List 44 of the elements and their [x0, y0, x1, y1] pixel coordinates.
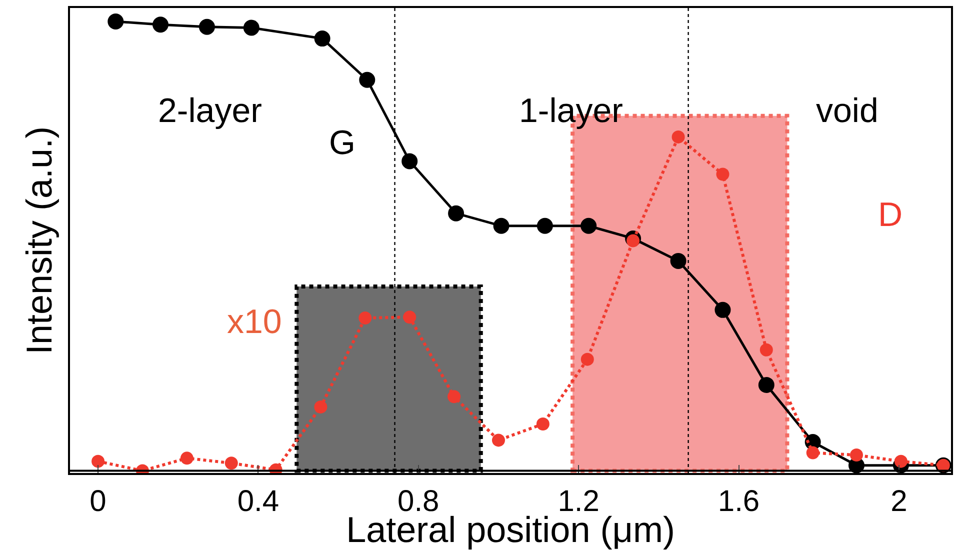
y-axis-title: Intensity (a.u.) — [18, 126, 60, 355]
point — [850, 448, 863, 462]
point — [243, 20, 260, 36]
point — [492, 434, 505, 447]
point — [716, 168, 730, 181]
point — [758, 376, 774, 393]
point — [180, 452, 194, 465]
point — [672, 130, 685, 144]
point — [314, 400, 328, 414]
point — [92, 454, 105, 468]
x-tick-label: 0 — [90, 485, 106, 518]
point — [224, 456, 238, 470]
point — [714, 302, 731, 318]
point — [760, 343, 773, 356]
annotation: G — [329, 124, 356, 162]
annotation: D — [878, 196, 903, 234]
point — [198, 18, 215, 35]
point — [806, 446, 820, 460]
point — [670, 252, 686, 269]
point — [894, 454, 908, 468]
x-tick-label: 0.8 — [398, 485, 440, 518]
point — [448, 390, 461, 404]
annotation: void — [816, 92, 878, 130]
x-tick-label: 1.6 — [718, 485, 760, 518]
annotation: 1-layer — [519, 92, 623, 130]
x-tick-label: 2 — [890, 485, 908, 518]
point — [402, 153, 418, 170]
point — [626, 234, 640, 248]
point — [493, 218, 510, 234]
point — [536, 418, 550, 431]
annotation: x10 — [227, 303, 282, 341]
point — [403, 310, 416, 324]
annotation: 2-layer — [158, 92, 262, 130]
x-tick-label: 1.2 — [558, 485, 600, 518]
point — [448, 205, 464, 222]
point — [314, 30, 330, 47]
point — [536, 218, 553, 234]
point — [580, 352, 594, 366]
point — [580, 218, 597, 234]
point — [152, 16, 168, 33]
point — [359, 72, 376, 88]
point — [358, 312, 372, 324]
x-tick-label: 0.4 — [237, 485, 280, 518]
point — [108, 13, 124, 30]
